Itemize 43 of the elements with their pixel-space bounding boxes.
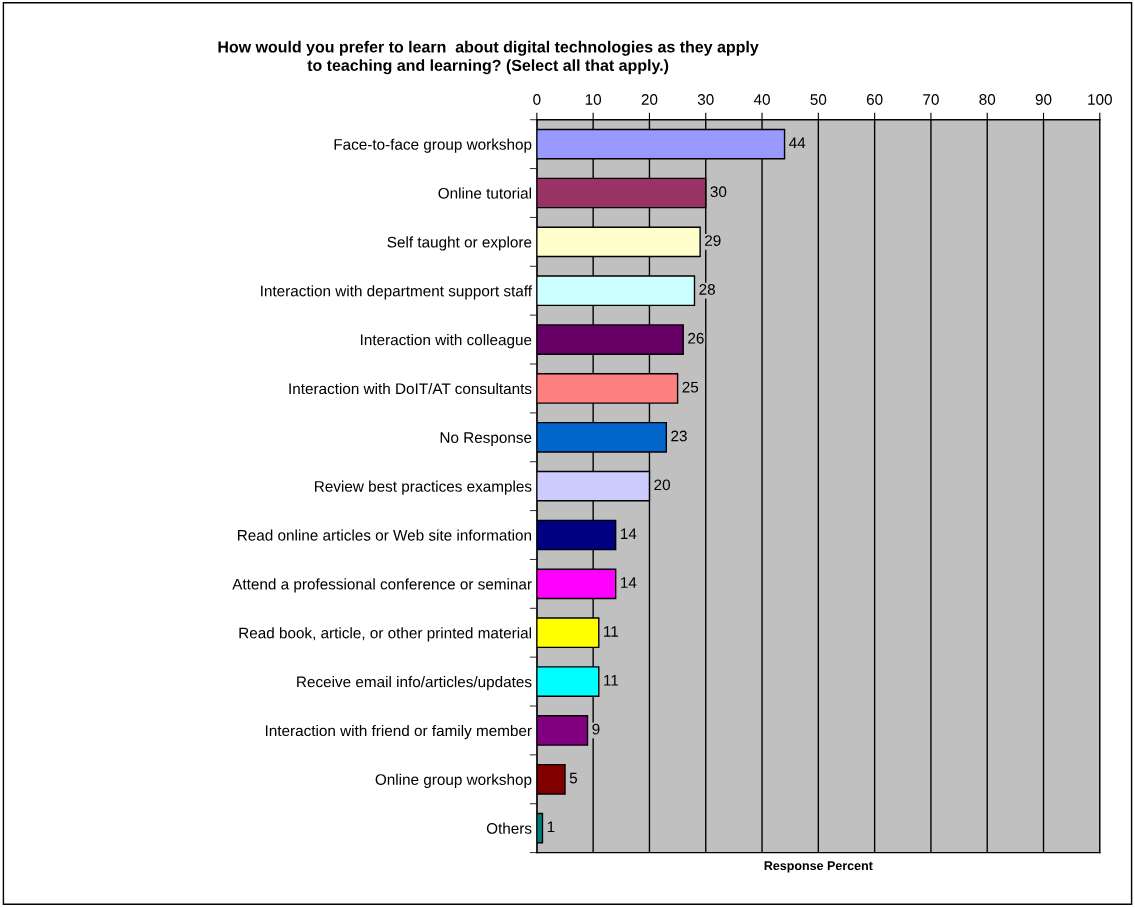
data-label: 1	[547, 821, 555, 833]
y-tick-label: Review best practices examples	[315, 480, 532, 495]
data-label: 28	[699, 284, 715, 295]
x-tick-label: 80	[979, 94, 996, 105]
y-tick-label: Interaction with department support staff	[261, 285, 533, 300]
x-tick-label: 30	[697, 94, 714, 105]
x-tick-label: 10	[585, 94, 602, 105]
y-tick-label: Online tutorial	[438, 187, 531, 199]
x-tick-label: 40	[753, 94, 770, 105]
data-label: 20	[654, 479, 671, 491]
data-label: 11	[604, 626, 619, 637]
y-tick-label: Interaction with friend or family member	[265, 724, 532, 740]
data-label: 11	[604, 675, 619, 686]
x-tick-label: 20	[641, 94, 658, 105]
y-tick-label: Face-to-face group workshop	[334, 138, 532, 153]
y-tick-label: Others	[486, 822, 532, 834]
data-label: 23	[671, 430, 687, 442]
x-tick-label: 50	[810, 94, 827, 105]
y-tick-label: Interaction with DoIT/AT consultants	[289, 382, 532, 395]
y-tick-label: Read book, article, or other printed material	[239, 627, 531, 642]
data-label: 26	[688, 332, 704, 344]
y-tick-label: Online group workshop	[375, 773, 532, 788]
chart-title: How would you prefer to learn about digital technologies as they apply to teaching and learning? (Select all that apply.)	[218, 40, 759, 75]
data-label: 14	[621, 528, 637, 539]
y-tick-label: Read online articles or Web site information	[238, 529, 532, 541]
data-label: 29	[705, 235, 721, 246]
x-tick-label: 100	[1088, 94, 1112, 105]
y-tick-label: No Response	[440, 432, 532, 446]
x-tick-label: 0	[533, 94, 541, 105]
data-label: 30	[710, 186, 727, 198]
x-tick-label: 70	[923, 94, 939, 105]
data-label: 9	[592, 723, 600, 735]
data-label: 44	[789, 137, 806, 149]
x-axis-title: Response Percent	[764, 861, 873, 873]
data-label: 25	[682, 381, 699, 393]
data-label: 5	[569, 772, 578, 784]
y-tick-label: Attend a professional conference or seminar	[232, 578, 532, 593]
y-tick-label: Receive email info/articles/updates	[297, 676, 532, 691]
y-tick-label: Interaction with colleague	[361, 334, 532, 349]
data-label: 14	[621, 577, 637, 588]
x-tick-label: 90	[1035, 94, 1052, 105]
y-tick-label: Self taught or explore	[387, 236, 532, 251]
x-tick-label: 60	[866, 94, 883, 105]
